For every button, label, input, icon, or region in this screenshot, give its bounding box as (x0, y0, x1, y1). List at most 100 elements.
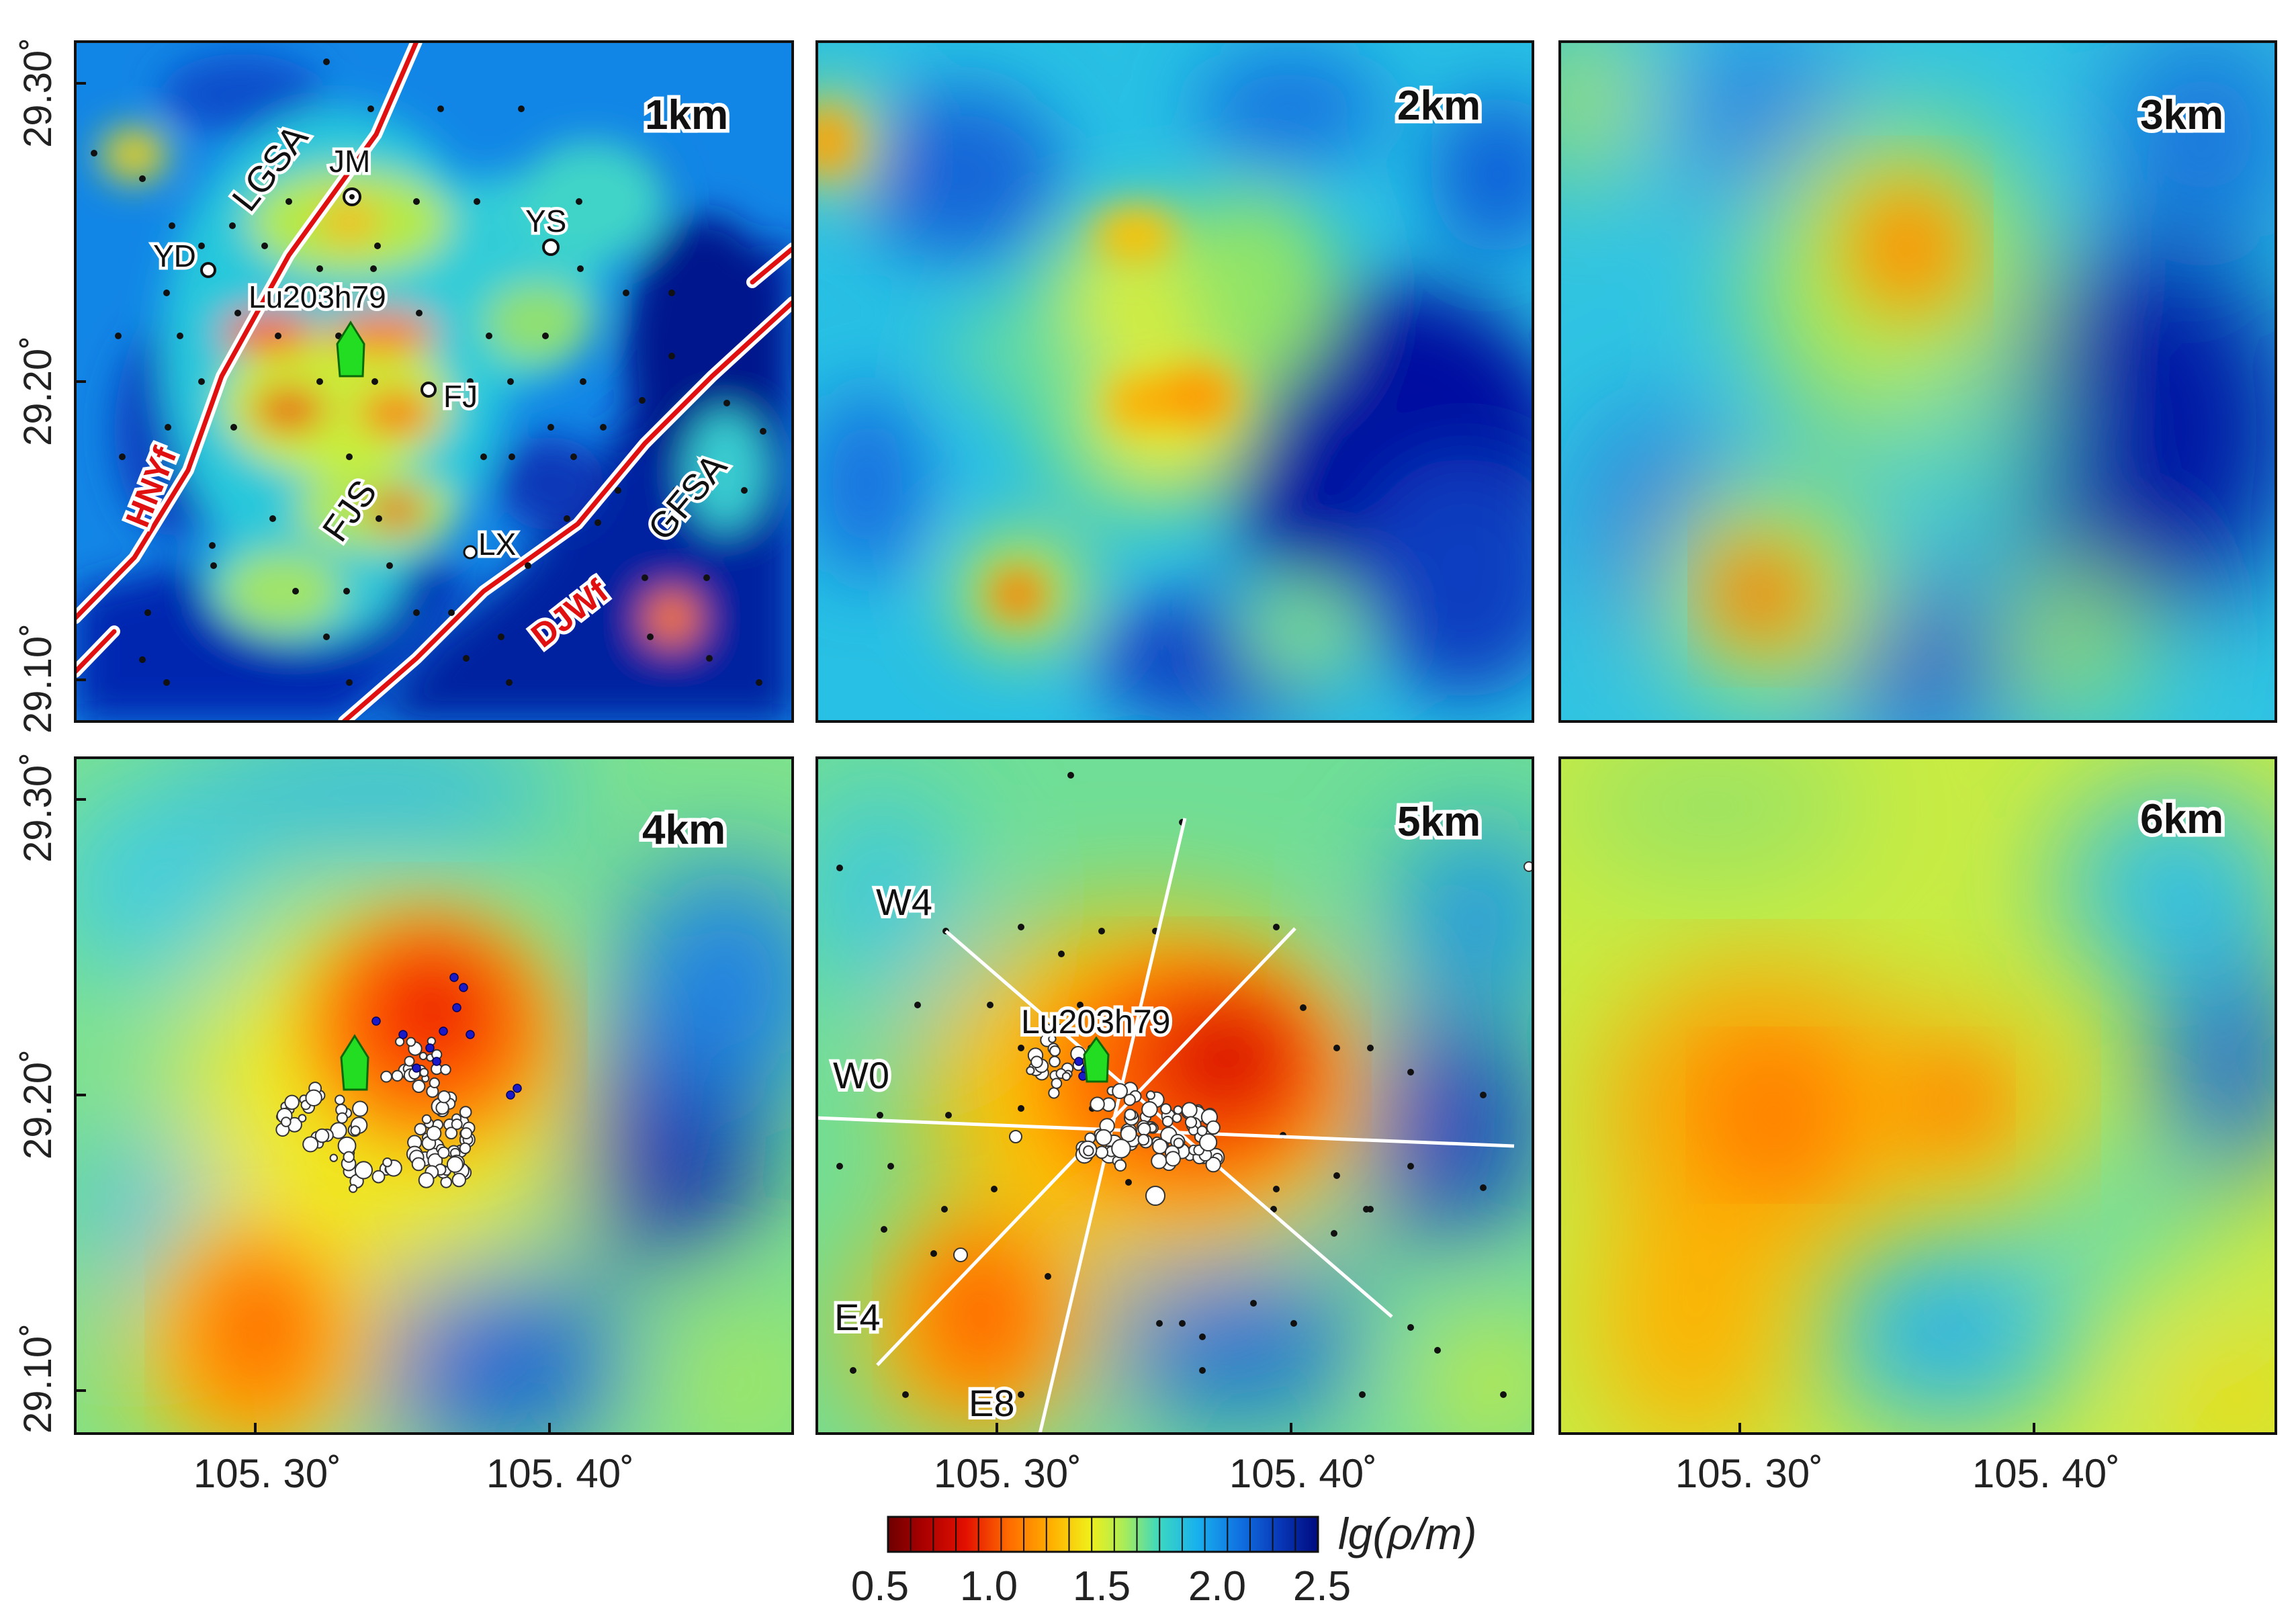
earthquake-event (352, 1100, 369, 1117)
earthquake-event-blue (425, 1043, 435, 1053)
earthquake-event (446, 1155, 463, 1173)
earthquake-event-blue (412, 1063, 421, 1073)
earthquake-event (437, 1090, 451, 1104)
earthquake-event (1141, 1101, 1158, 1118)
colorbar-tick-label: 1.5 (1073, 1563, 1131, 1610)
earthquake-event (380, 1070, 392, 1083)
lat-tick-label: 29.20˚ (16, 1049, 60, 1159)
earthquake-event (350, 1125, 361, 1136)
station-label-fj: FJ (443, 379, 478, 414)
depth-label: 4km (642, 807, 725, 853)
colorbar-tick-label: 0.5 (851, 1563, 909, 1610)
earthquake-event (1095, 1129, 1112, 1146)
earthquake-event (440, 1064, 451, 1076)
lat-tick-label: 29.30˚ (16, 38, 60, 148)
earthquake-event (302, 1136, 319, 1153)
depth-label: 5km (1397, 799, 1481, 845)
colorbar: lg(ρ/m) 0.5 1.0 1.5 2.0 2.5 (851, 1509, 1477, 1610)
depth-label: 1km (645, 92, 728, 138)
earthquake-event (418, 1051, 428, 1061)
earthquake-event (1206, 1120, 1221, 1135)
earthquake-event (298, 1114, 307, 1123)
earthquake-event (1137, 1133, 1150, 1146)
earthquake-event (1123, 1094, 1136, 1106)
earthquake-event (1054, 1023, 1064, 1034)
earthquake-event (1181, 1102, 1198, 1119)
earthquake-event (459, 1106, 472, 1119)
earthquake-events (953, 1023, 1225, 1262)
earthquake-event (1151, 1153, 1167, 1170)
profile-label-e8: E8 (969, 1382, 1015, 1424)
earthquake-event (1043, 1023, 1052, 1033)
earthquake-event (336, 1112, 348, 1124)
earthquake-event (426, 1125, 442, 1141)
earthquake-event (1173, 1137, 1184, 1149)
lon-tick-label: 105. 40˚ (1229, 1451, 1377, 1496)
panel-2km (815, 40, 1534, 723)
earthquake-event (1205, 1156, 1221, 1173)
lon-tick-label: 105. 30˚ (1675, 1451, 1823, 1496)
earthquake-event (1083, 1145, 1094, 1157)
earthquake-event (1090, 1096, 1105, 1112)
earthquake-event (305, 1089, 322, 1107)
earthquake-event (1120, 1125, 1137, 1143)
earthquake-event (406, 1037, 416, 1047)
earthquake-event (440, 1176, 453, 1188)
earthquake-event (349, 1184, 358, 1193)
station-label-jm: JM (329, 144, 370, 179)
earthquake-event (429, 1077, 440, 1089)
earthquake-event (1160, 1103, 1172, 1114)
earthquake-event (281, 1116, 292, 1127)
earthquake-event (1173, 1105, 1183, 1115)
earthquake-event (314, 1128, 330, 1143)
earthquake-event (1114, 1159, 1127, 1172)
lon-tick-label: 105. 40˚ (486, 1451, 634, 1496)
well-label: Lu203h79 (1021, 1003, 1170, 1041)
colorbar-tick-label: 2.5 (1293, 1563, 1351, 1610)
colorbar-tick-label: 2.0 (1188, 1563, 1246, 1610)
earthquake-event (1152, 1138, 1168, 1155)
labelled-stations (200, 187, 560, 560)
earthquake-event (1112, 1083, 1128, 1100)
earthquake-event (412, 1080, 426, 1093)
earthquake-event-blue (371, 1016, 381, 1026)
well-marker (336, 320, 365, 378)
earthquake-event (1048, 1087, 1060, 1099)
profile-label-w0: W0 (833, 1054, 889, 1096)
earthquake-event (435, 1101, 449, 1115)
station-label-ys: YS (525, 204, 566, 238)
earthquake-event (284, 1094, 300, 1110)
lon-tick-label: 105. 40˚ (1972, 1451, 2120, 1496)
earthquake-event-blue (506, 1090, 515, 1100)
earthquake-event-blue (466, 1030, 475, 1039)
earthquake-event (1061, 1071, 1071, 1082)
earthquake-event (1146, 1090, 1155, 1100)
earthquake-event (1172, 1113, 1182, 1123)
earthquake-event (419, 1067, 429, 1078)
profile-label-e4: E4 (834, 1296, 881, 1338)
lat-tick-label: 29.10˚ (16, 623, 60, 734)
earthquake-event (1137, 1122, 1151, 1136)
earthquake-event (437, 1146, 450, 1159)
earthquake-event (1048, 1035, 1057, 1043)
lon-tick-label: 105. 30˚ (934, 1451, 1081, 1496)
earthquake-event (1165, 1151, 1181, 1167)
station-dots (836, 772, 1507, 1398)
earthquake-event (1030, 1055, 1043, 1069)
lat-tick-label: 29.20˚ (16, 336, 60, 446)
profile-label-w4: W4 (876, 881, 932, 923)
colorbar-tick-label: 1.0 (960, 1563, 1018, 1610)
earthquake-event (1049, 1055, 1061, 1068)
earthquake-event (1184, 1116, 1198, 1129)
earthquake-event (1199, 1133, 1218, 1152)
lon-tick-label: 105. 30˚ (193, 1451, 341, 1496)
earthquake-event-blue (459, 983, 468, 992)
earthquake-event (1196, 1125, 1208, 1137)
panel-4km (74, 756, 794, 1435)
earthquake-event (1049, 1045, 1061, 1057)
panel-6km (1558, 756, 2277, 1435)
earthquake-event (329, 1153, 338, 1162)
depth-label: 6km (2140, 796, 2223, 842)
station-label-yd: YD (153, 238, 196, 273)
